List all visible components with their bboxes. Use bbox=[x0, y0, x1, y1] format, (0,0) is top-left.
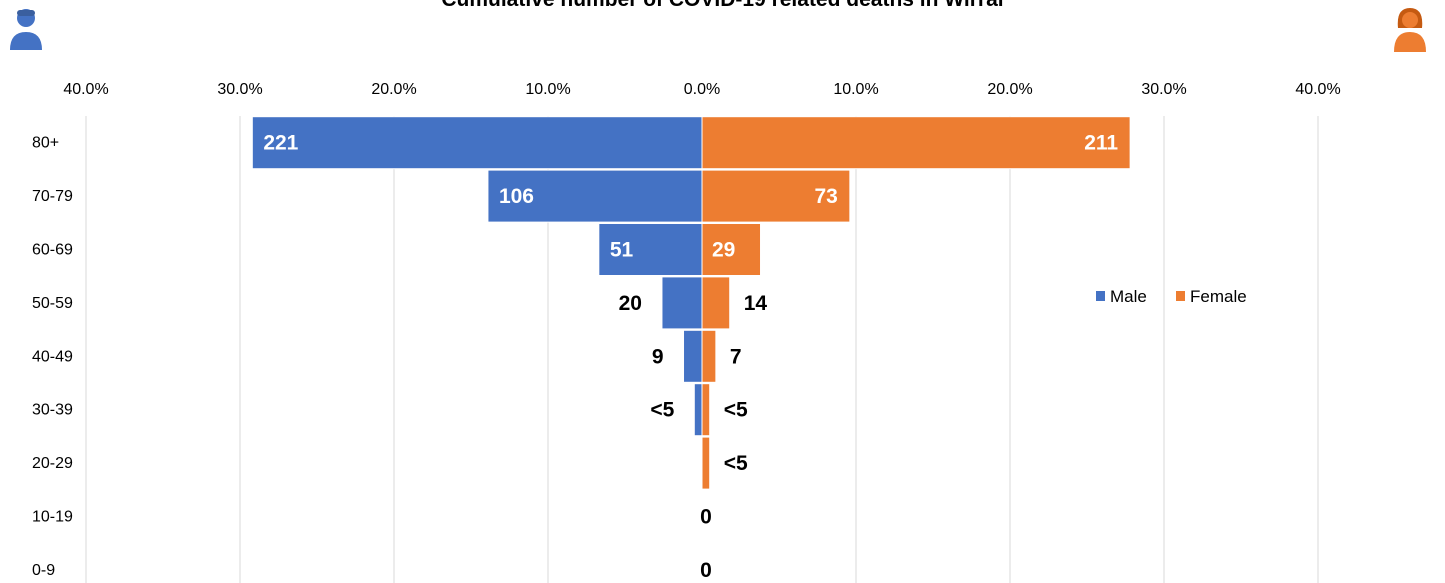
category-label: 80+ bbox=[32, 135, 59, 152]
bar-female bbox=[701, 329, 717, 383]
data-label-female: 29 bbox=[712, 239, 735, 262]
category-label: 40-49 bbox=[32, 348, 73, 365]
category-label: 60-69 bbox=[32, 242, 73, 259]
category-label: 50-59 bbox=[32, 295, 73, 312]
data-label-female: <5 bbox=[724, 452, 748, 475]
bar-male bbox=[661, 276, 703, 330]
bar-female bbox=[701, 383, 711, 437]
x-tick-label: 40.0% bbox=[63, 81, 108, 98]
bar-female bbox=[701, 169, 851, 223]
bar-male bbox=[251, 116, 703, 170]
bar-female bbox=[701, 436, 711, 490]
x-tick-label: 0.0% bbox=[684, 81, 720, 98]
legend-swatch-female bbox=[1176, 291, 1185, 301]
bar-female bbox=[701, 276, 731, 330]
x-tick-label: 30.0% bbox=[217, 81, 262, 98]
data-label-female: <5 bbox=[724, 399, 748, 422]
data-label-male: <5 bbox=[650, 399, 674, 422]
bar-female bbox=[701, 116, 1131, 170]
male-person-icon bbox=[10, 9, 42, 50]
x-tick-label: 20.0% bbox=[987, 81, 1032, 98]
data-label-zero: 0 bbox=[700, 506, 712, 529]
data-label-female: 211 bbox=[1084, 132, 1118, 155]
x-tick-label: 10.0% bbox=[525, 81, 570, 98]
category-label: 0-9 bbox=[32, 562, 55, 579]
data-label-male: 221 bbox=[263, 132, 298, 155]
data-label-male: 51 bbox=[610, 239, 634, 262]
x-tick-label: 10.0% bbox=[833, 81, 878, 98]
category-label: 70-79 bbox=[32, 188, 73, 205]
bar-male bbox=[683, 329, 703, 383]
data-label-male: 106 bbox=[499, 185, 534, 208]
data-label-female: 7 bbox=[730, 345, 742, 368]
category-label: 20-29 bbox=[32, 455, 73, 472]
data-label-female: 73 bbox=[814, 185, 837, 208]
x-tick-label: 40.0% bbox=[1295, 81, 1340, 98]
legend-label-male: Male bbox=[1110, 287, 1147, 306]
x-tick-label: 20.0% bbox=[371, 81, 416, 98]
chart-title: Cumulative number of COVID-19 related de… bbox=[0, 0, 1445, 12]
bar-female bbox=[701, 223, 762, 276]
legend-label-female: Female bbox=[1190, 287, 1247, 306]
data-label-zero: 0 bbox=[700, 559, 712, 582]
data-label-female: 14 bbox=[744, 292, 768, 315]
bar-male bbox=[693, 383, 703, 437]
category-label: 30-39 bbox=[32, 402, 73, 419]
data-label-male: 9 bbox=[652, 345, 664, 368]
category-label: 10-19 bbox=[32, 509, 73, 526]
x-tick-label: 30.0% bbox=[1141, 81, 1186, 98]
female-person-icon bbox=[1394, 8, 1426, 52]
legend-swatch-male bbox=[1096, 291, 1105, 301]
data-label-male: 20 bbox=[619, 292, 642, 315]
